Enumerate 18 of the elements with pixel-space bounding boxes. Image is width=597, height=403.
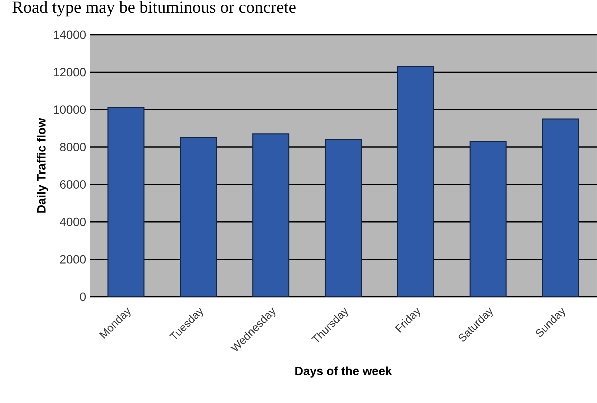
y-axis-title: Daily Traffic flow	[37, 118, 48, 213]
y-tick-label: 8000	[60, 143, 86, 152]
y-tick-label: 12000	[54, 68, 86, 77]
bar	[324, 139, 362, 297]
chart-title: Road type may be bituminous or concrete	[12, 1, 296, 17]
bar	[542, 118, 580, 297]
y-tick-label: 14000	[54, 30, 86, 40]
y-tick-label: 10000	[54, 106, 86, 114]
bar	[108, 107, 145, 297]
bar	[252, 134, 290, 297]
y-tick-label: 6000	[60, 180, 86, 189]
y-tick-label: 4000	[60, 218, 86, 226]
bar	[180, 137, 218, 297]
y-tick-label: 2000	[60, 255, 86, 264]
bar	[470, 141, 507, 297]
y-tick-label: 0	[80, 292, 86, 302]
bar	[397, 66, 434, 297]
x-axis-title: Days of the week	[296, 366, 392, 378]
